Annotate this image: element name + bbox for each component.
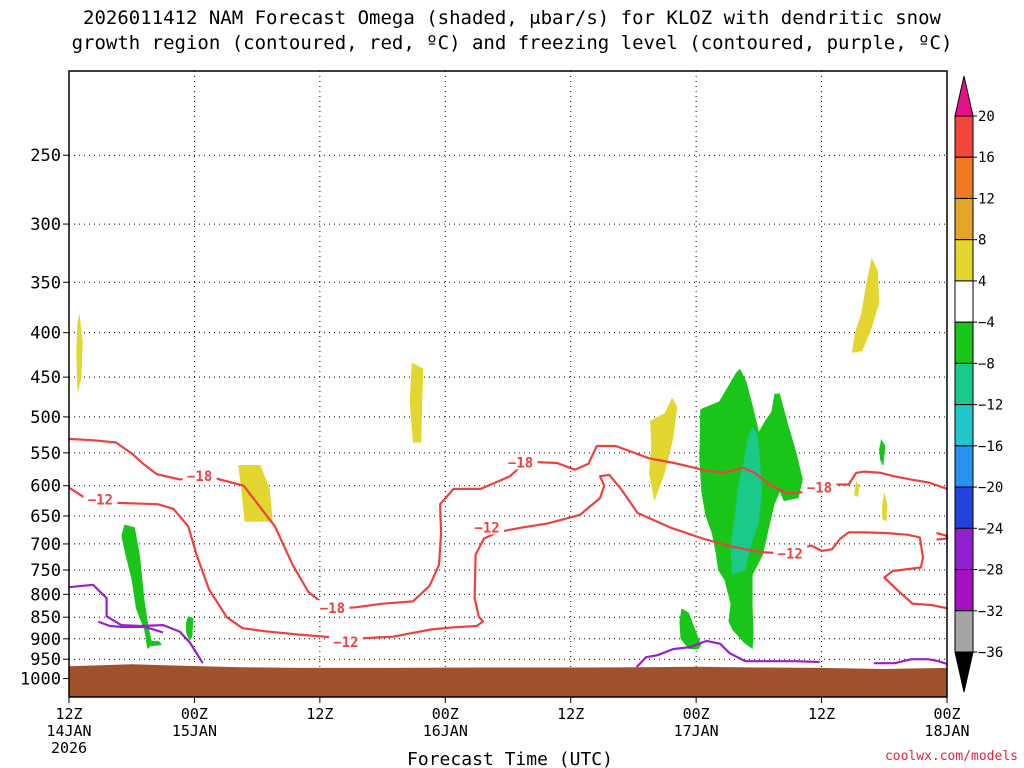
y-tick-label-300: 300: [30, 215, 61, 235]
x-tick-label-36-0: 00Z: [432, 705, 459, 723]
y-tick-label-400: 400: [30, 324, 61, 344]
y-tick-label-600: 600: [30, 477, 61, 497]
y-tick-label-450: 450: [30, 368, 61, 388]
contour-label-5: −18: [508, 455, 533, 471]
site-credit: coolwx.com/models: [884, 749, 1018, 764]
x-tick-label-0-2: 2026: [51, 739, 87, 757]
freezing-level-contour-freezing-left: [68, 583, 204, 664]
x-tick-label-12-1: 15JAN: [172, 722, 217, 740]
y-tick-label-650: 650: [30, 507, 61, 527]
colorbar-tick-label-4: 4: [978, 274, 986, 290]
colorbar-tick-label-6: −8: [978, 356, 995, 372]
y-tick-label-900: 900: [30, 630, 61, 650]
x-tick-label-0-0: 12Z: [55, 705, 82, 723]
freezing-level-contour-freezing-right: [873, 658, 948, 666]
contour-label-bg-0: [182, 468, 217, 484]
colorbar-bin-12: [954, 569, 974, 612]
omega-region-yellow-cell-4: [649, 397, 678, 502]
dendritic-contour-minus-12-contour: [68, 473, 948, 640]
y-tick-label-750: 750: [30, 561, 61, 581]
contour-label-2: −18: [320, 601, 345, 617]
x-tick-label-84-1: 18JAN: [924, 722, 969, 740]
omega-region-green-cell-3: [679, 608, 702, 650]
x-tick-label-12-0: 00Z: [181, 705, 208, 723]
contour-label-bg-1: [83, 491, 118, 507]
contour-label-6: −12: [778, 547, 803, 563]
contour-label-bg-3: [328, 634, 363, 650]
x-tick-label-72-0: 12Z: [808, 705, 835, 723]
colorbar-tick-label-9: −20: [978, 480, 1003, 496]
y-tick-label-850: 850: [30, 608, 61, 628]
freezing-level-contour-freezing-left-2: [97, 620, 164, 634]
colorbar-bin-13: [954, 610, 974, 653]
colorbar-bin-11: [954, 527, 974, 571]
colorbar-tick-label-2: 12: [978, 191, 995, 207]
omega-region-green-cell-2: [186, 616, 194, 641]
x-tick-label-60-1: 17JAN: [674, 722, 719, 740]
y-tick-label-1000: 1000: [20, 670, 61, 690]
contour-label-3: −12: [333, 635, 358, 651]
contour-label-bg-4: [470, 519, 505, 535]
colorbar-bin-3: [954, 197, 974, 241]
colorbar-bin-1: [954, 115, 974, 158]
chart-title: 2026011412 NAM Forecast Omega (shaded, μ…: [71, 7, 953, 54]
contour-label-1: −12: [88, 492, 113, 508]
x-tick-label-36-1: 16JAN: [423, 722, 468, 740]
colorbar-tick-label-11: −28: [978, 563, 1003, 579]
x-tick-label-0-1: 14JAN: [46, 722, 91, 740]
colorbar-bin-9: [954, 445, 974, 488]
y-tick-label-500: 500: [30, 408, 61, 428]
contour-label-4: −12: [474, 520, 499, 536]
colorbar-bin-4: [954, 239, 974, 282]
colorbar-bin-8: [954, 404, 974, 447]
y-tick-label-700: 700: [30, 535, 61, 555]
colorbar-tip-bottom: [954, 651, 974, 693]
colorbar-tick-label-3: 8: [978, 233, 986, 249]
colorbar-tip-top: [954, 75, 974, 117]
omega-region-yellow-cell-2: [238, 465, 273, 522]
y-tick-label-250: 250: [30, 146, 61, 166]
colorbar-tick-label-5: −4: [978, 315, 995, 331]
contour-label-bg-6: [773, 545, 808, 561]
colorbar-tick-label-12: −32: [978, 604, 1003, 620]
y-tick-label-550: 550: [30, 444, 61, 464]
contour-label-bg-5: [503, 454, 538, 470]
colorbar-bin-7: [954, 362, 974, 406]
contour-label-bg-2: [315, 600, 350, 616]
plot-frame: [68, 70, 948, 698]
contour-label-bg-7: [802, 479, 837, 495]
contour-label-7: −18: [807, 481, 832, 497]
x-tick-label-84-0: 00Z: [933, 705, 960, 723]
omega-region-yellow-cell-5: [851, 257, 880, 353]
colorbar-bin-6: [954, 321, 974, 364]
omega-region-green-cell-5: [879, 438, 886, 467]
colorbar-bin-10: [954, 486, 974, 529]
x-tick-label-48-0: 12Z: [557, 705, 584, 723]
colorbar-tick-label-8: −16: [978, 439, 1003, 455]
colorbar-tick-label-13: −36: [978, 645, 1003, 661]
x-tick-label-60-0: 00Z: [683, 705, 710, 723]
colorbar-tick-label-10: −24: [978, 521, 1003, 537]
omega-region-green-cell-1: [121, 524, 162, 650]
y-tick-label-350: 350: [30, 273, 61, 293]
x-axis-label: Forecast Time (UTC): [407, 749, 613, 768]
contour-label-0: −18: [187, 469, 212, 485]
x-tick-label-24-0: 12Z: [306, 705, 333, 723]
colorbar-tick-label-1: 16: [978, 150, 995, 166]
colorbar-bin-2: [954, 156, 974, 199]
omega-region-yellow-cell-6: [882, 492, 888, 522]
omega-region-teal-cell-1: [730, 426, 762, 575]
colorbar-bin-5: [954, 280, 974, 323]
freezing-level-contour-freezing-mid: [635, 639, 820, 668]
omega-region-yellow-cell-1: [76, 313, 83, 394]
colorbar-tick-label-0: 20: [978, 109, 995, 125]
y-tick-label-800: 800: [30, 585, 61, 605]
terrain-fill: [69, 664, 947, 697]
y-tick-label-950: 950: [30, 650, 61, 670]
omega-region-yellow-cell-7: [854, 480, 860, 497]
colorbar-tick-label-7: −12: [978, 398, 1003, 414]
dendritic-contour-minus-12-contour-small: [936, 531, 949, 541]
omega-region-yellow-cell-3: [409, 362, 424, 443]
